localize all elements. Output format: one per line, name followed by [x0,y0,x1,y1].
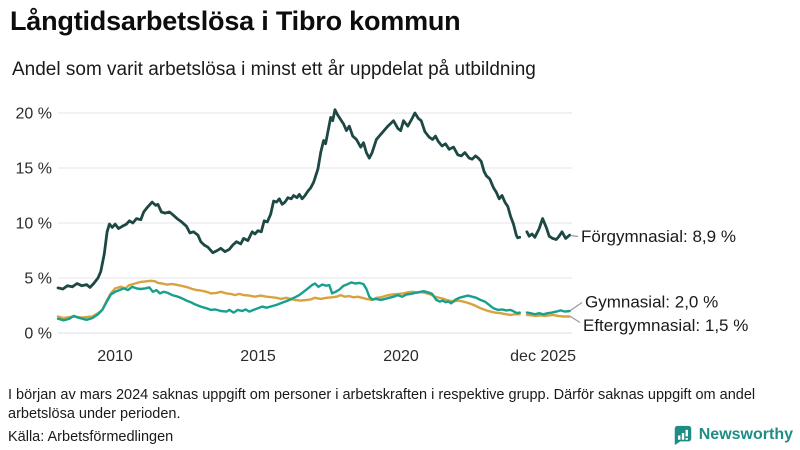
y-tick-0: 0 % [24,326,52,343]
label-connectors [570,234,583,324]
footnote-text: I början av mars 2024 saknas uppgift om … [8,387,756,422]
series-label-forgymnasial: Förgymnasial: 8,9 % [581,227,736,246]
source-attribution: Källa: Arbetsförmedlingen [8,429,174,445]
y-tick-10: 10 % [16,216,52,233]
series-end-labels: Förgymnasial: 8,9 % Gymnasial: 2,0 % Eft… [581,227,748,335]
page-title: Långtidsarbetslösa i Tibro kommun [10,6,461,36]
y-tick-20: 20 % [16,106,52,123]
connector-eftergymnasial [570,315,581,324]
newsworthy-logo-text: Newsworthy [698,426,793,443]
chart-bubble-icon [674,425,691,446]
x-tick-2015: 2015 [240,348,276,365]
series-line-förgymnasial [525,217,572,241]
y-axis-labels: 20 % 15 % 10 % 5 % 0 % [16,106,52,343]
series-lines [56,108,572,322]
x-tick-dec-2025: dec 2025 [510,348,576,365]
series-label-eftergymnasial: Eftergymnasial: 1,5 % [583,316,748,335]
x-tick-2010: 2010 [97,348,133,365]
x-axis-labels: 2010 2015 2020 dec 2025 [97,348,576,365]
series-label-gymnasial: Gymnasial: 2,0 % [585,293,718,312]
gridlines [58,112,572,334]
page-subtitle: Andel som varit arbetslösa i minst ett å… [12,59,536,80]
series-line-gymnasial [56,281,521,322]
series-line-förgymnasial [56,108,522,291]
connector-gymnasial [570,302,583,311]
series-line-gymnasial [525,309,571,316]
connector-forgymnasial [570,234,579,238]
y-tick-15: 15 % [16,161,52,178]
x-tick-2020: 2020 [383,348,419,365]
y-tick-5: 5 % [24,271,52,288]
series-line-eftergymnasial [525,313,571,318]
newsworthy-branding: Newsworthy [672,424,793,446]
